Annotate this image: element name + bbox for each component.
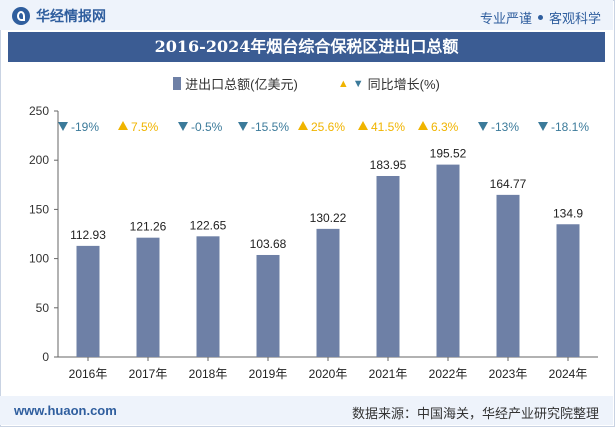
bar-3 — [256, 254, 280, 357]
growth-label-5: 41.5% — [371, 120, 405, 134]
growth-label-0: -19% — [71, 120, 99, 134]
footer-bar: www.huaon.com 数据来源：中国海关，华经产业研究院整理 — [0, 396, 613, 425]
chart-legend: 进出口总额(亿美元) ▲ ▼ 同比增长(%) — [0, 74, 613, 93]
slogan: 专业严谨 客观科学 — [480, 8, 601, 27]
x-tick-label-2: 2018年 — [189, 367, 228, 381]
bar-6 — [436, 164, 460, 357]
value-label-5: 183.95 — [370, 158, 407, 172]
value-label-0: 112.93 — [70, 228, 106, 242]
value-label-7: 164.77 — [490, 177, 527, 191]
legend-down-triangle-icon: ▼ — [352, 77, 364, 90]
bar-0 — [76, 245, 100, 357]
y-tick-label: 100 — [29, 252, 49, 266]
legend-bar-label: 进出口总额(亿美元) — [185, 77, 298, 92]
x-tick-label-8: 2024年 — [549, 367, 588, 381]
growth-label-1: 7.5% — [131, 120, 159, 134]
growth-label-7: -13% — [491, 120, 519, 134]
x-tick-label-7: 2023年 — [489, 367, 528, 381]
growth-up-triangle-icon — [358, 121, 368, 130]
growth-down-triangle-icon — [538, 122, 548, 131]
growth-down-triangle-icon — [478, 122, 488, 131]
growth-down-triangle-icon — [178, 122, 188, 131]
huajing-logo-icon — [12, 7, 30, 25]
y-tick-label: 50 — [36, 301, 50, 315]
website-link[interactable]: www.huaon.com — [14, 403, 117, 418]
y-tick-label: 0 — [42, 350, 49, 364]
growth-up-triangle-icon — [418, 121, 428, 130]
growth-label-2: -0.5% — [191, 120, 223, 134]
value-label-4: 130.22 — [310, 211, 347, 225]
bullet-dot-icon — [537, 15, 543, 20]
x-tick-label-5: 2021年 — [369, 367, 408, 381]
x-tick-label-1: 2017年 — [129, 367, 168, 381]
value-label-2: 122.65 — [190, 218, 227, 232]
x-tick-label-6: 2022年 — [429, 367, 468, 381]
growth-up-triangle-icon — [298, 121, 308, 130]
brand: 华经情报网 — [12, 6, 106, 26]
value-label-3: 103.68 — [250, 237, 287, 251]
y-tick-label: 150 — [29, 202, 49, 216]
value-label-6: 195.52 — [430, 147, 467, 161]
legend-up-triangle-icon: ▲ — [337, 77, 349, 90]
y-tick-label: 250 — [29, 104, 49, 118]
x-tick-label-0: 2016年 — [69, 367, 108, 381]
bar-2 — [196, 236, 220, 357]
value-label-8: 134.9 — [553, 206, 583, 220]
legend-item-bars: 进出口总额(亿美元) — [173, 74, 298, 93]
y-tick-label: 200 — [29, 153, 49, 167]
bar-7 — [496, 194, 520, 357]
x-tick-label-3: 2019年 — [249, 367, 288, 381]
growth-down-triangle-icon — [58, 122, 68, 131]
slogan-right: 客观科学 — [548, 11, 601, 26]
bar-5 — [376, 175, 400, 357]
brand-name: 华经情报网 — [36, 8, 106, 24]
value-label-1: 121.26 — [130, 220, 167, 234]
legend-item-growth: ▲ ▼ 同比增长(%) — [338, 74, 440, 93]
data-source: 数据来源：中国海关，华经产业研究院整理 — [351, 406, 599, 421]
header-bar: 华经情报网 专业严谨 客观科学 — [0, 0, 613, 30]
growth-label-4: 25.6% — [311, 120, 345, 134]
slogan-left: 专业严谨 — [479, 11, 532, 26]
bar-8 — [556, 224, 580, 357]
growth-label-8: -18.1% — [551, 120, 589, 134]
bar-4 — [316, 228, 340, 357]
growth-label-6: 6.3% — [431, 120, 459, 134]
x-tick-label-4: 2020年 — [309, 367, 348, 381]
growth-up-triangle-icon — [118, 121, 128, 130]
legend-growth-label: 同比增长(%) — [367, 77, 440, 92]
legend-bar-swatch — [173, 77, 182, 90]
growth-down-triangle-icon — [238, 122, 248, 131]
growth-label-3: -15.5% — [251, 120, 289, 134]
bar-1 — [136, 237, 160, 357]
chart-title: 2016-2024年烟台综合保税区进出口总额 — [8, 32, 605, 62]
